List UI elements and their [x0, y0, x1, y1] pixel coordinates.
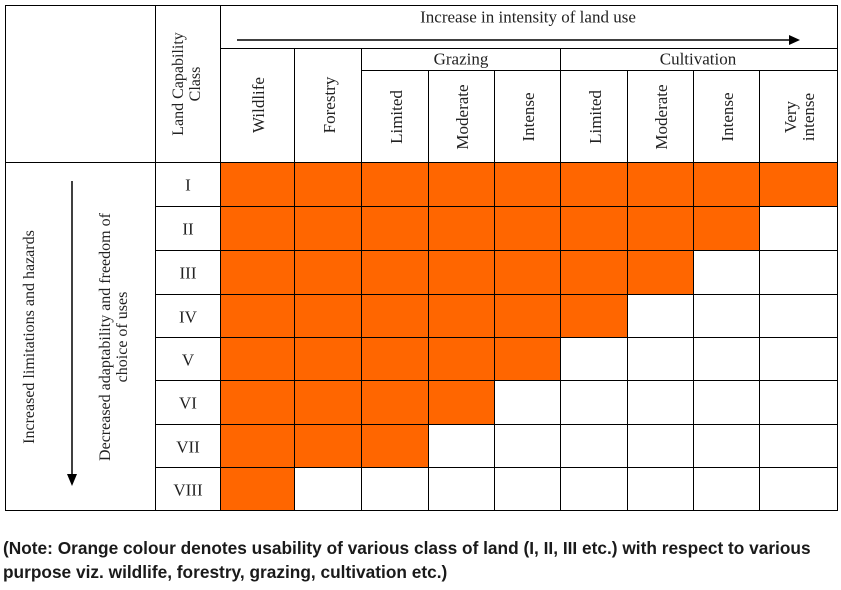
usable-cell: [428, 250, 494, 294]
group-divider: [361, 70, 837, 71]
usable-cell: [494, 250, 560, 294]
adaptability-label: Decreased adaptability and freedom of ch…: [97, 213, 131, 461]
usable-cell: [494, 162, 560, 206]
usable-cell: [361, 206, 428, 250]
col-line: [428, 70, 429, 511]
usable-cell: [294, 162, 361, 206]
usable-cell: [361, 162, 428, 206]
usable-cell: [627, 162, 693, 206]
usable-cell: [220, 424, 294, 467]
table-border-bottom: [5, 510, 837, 511]
usable-cell: [294, 206, 361, 250]
table-border-right: [837, 5, 838, 511]
class-col-right: [220, 5, 221, 511]
right-arrow-icon: [237, 35, 800, 45]
usable-cell: [428, 380, 494, 424]
class-col-left: [155, 5, 156, 511]
row-class-label: I: [185, 175, 191, 195]
legend-note: (Note: Orange colour denotes usability o…: [3, 538, 811, 582]
row-class-label: III: [179, 263, 197, 283]
col-line: [361, 48, 362, 511]
grazing-group-label: Grazing: [433, 49, 489, 69]
column-label: Moderate: [453, 84, 473, 150]
row-line: [155, 467, 837, 468]
column-label: Moderate: [652, 84, 672, 150]
table-border-left: [5, 5, 6, 511]
limitations-label: Increased limitations and hazards: [21, 230, 38, 444]
col-line: [494, 70, 495, 511]
row-line: [155, 294, 837, 295]
row-line: [155, 206, 837, 207]
row-class-label: V: [181, 350, 195, 369]
row-class-label: IV: [179, 307, 197, 326]
usable-cell: [428, 206, 494, 250]
usable-cell: [759, 162, 837, 206]
column-label: Very intense: [781, 92, 818, 142]
usable-cell: [294, 380, 361, 424]
usable-cell: [494, 294, 560, 337]
row-line: [155, 250, 837, 251]
usable-cell: [294, 294, 361, 337]
usable-cell: [627, 206, 693, 250]
usable-cell: [294, 250, 361, 294]
cultivation-group-label: Cultivation: [659, 49, 737, 69]
usable-cell: [560, 206, 627, 250]
row-class-label: VII: [176, 437, 200, 456]
usable-cell: [494, 337, 560, 380]
down-arrow-icon: [67, 181, 77, 486]
usable-cell: [428, 337, 494, 380]
row-line: [155, 380, 837, 381]
usable-cell: [428, 162, 494, 206]
header-bottom: [5, 162, 837, 163]
usable-cell: [220, 162, 294, 206]
usable-cell: [560, 250, 627, 294]
usable-cell: [560, 162, 627, 206]
column-label: Intense: [519, 92, 539, 142]
table-border-top: [5, 5, 837, 6]
usable-cell: [361, 294, 428, 337]
col-line: [693, 70, 694, 511]
usable-cell: [361, 424, 428, 467]
intensity-label: Increase in intensity of land use: [420, 7, 636, 27]
usable-cell: [294, 337, 361, 380]
usable-cell: [220, 250, 294, 294]
row-class-label: VIII: [173, 480, 203, 499]
column-label: Limited: [585, 90, 605, 144]
usable-cell: [361, 337, 428, 380]
row-line: [155, 337, 837, 338]
usable-cell: [220, 467, 294, 510]
usable-cell: [693, 206, 759, 250]
usable-cell: [693, 162, 759, 206]
col-line: [294, 48, 295, 511]
column-label: Limited: [386, 90, 406, 144]
usable-cell: [220, 206, 294, 250]
column-label: Forestry: [319, 76, 339, 134]
header-divider: [220, 48, 837, 49]
class-header: Land Capability Class: [170, 32, 204, 136]
row-class-label: VI: [179, 393, 197, 413]
column-label: Wildlife: [249, 77, 269, 133]
col-line: [627, 70, 628, 511]
usable-cell: [494, 206, 560, 250]
usable-cell: [361, 380, 428, 424]
column-label: Intense: [718, 92, 738, 142]
row-line: [155, 424, 837, 425]
land-capability-table: Increase in intensity of land use Grazin…: [5, 5, 838, 511]
usable-cell: [428, 294, 494, 337]
usable-cell: [220, 294, 294, 337]
col-line: [560, 48, 561, 511]
usable-cell: [560, 294, 627, 337]
usable-cell: [220, 337, 294, 380]
row-class-label: II: [182, 219, 194, 239]
col-line: [759, 70, 760, 511]
usable-cell: [294, 424, 361, 467]
usable-cell: [361, 250, 428, 294]
usable-cell: [627, 250, 693, 294]
usable-cell: [220, 380, 294, 424]
